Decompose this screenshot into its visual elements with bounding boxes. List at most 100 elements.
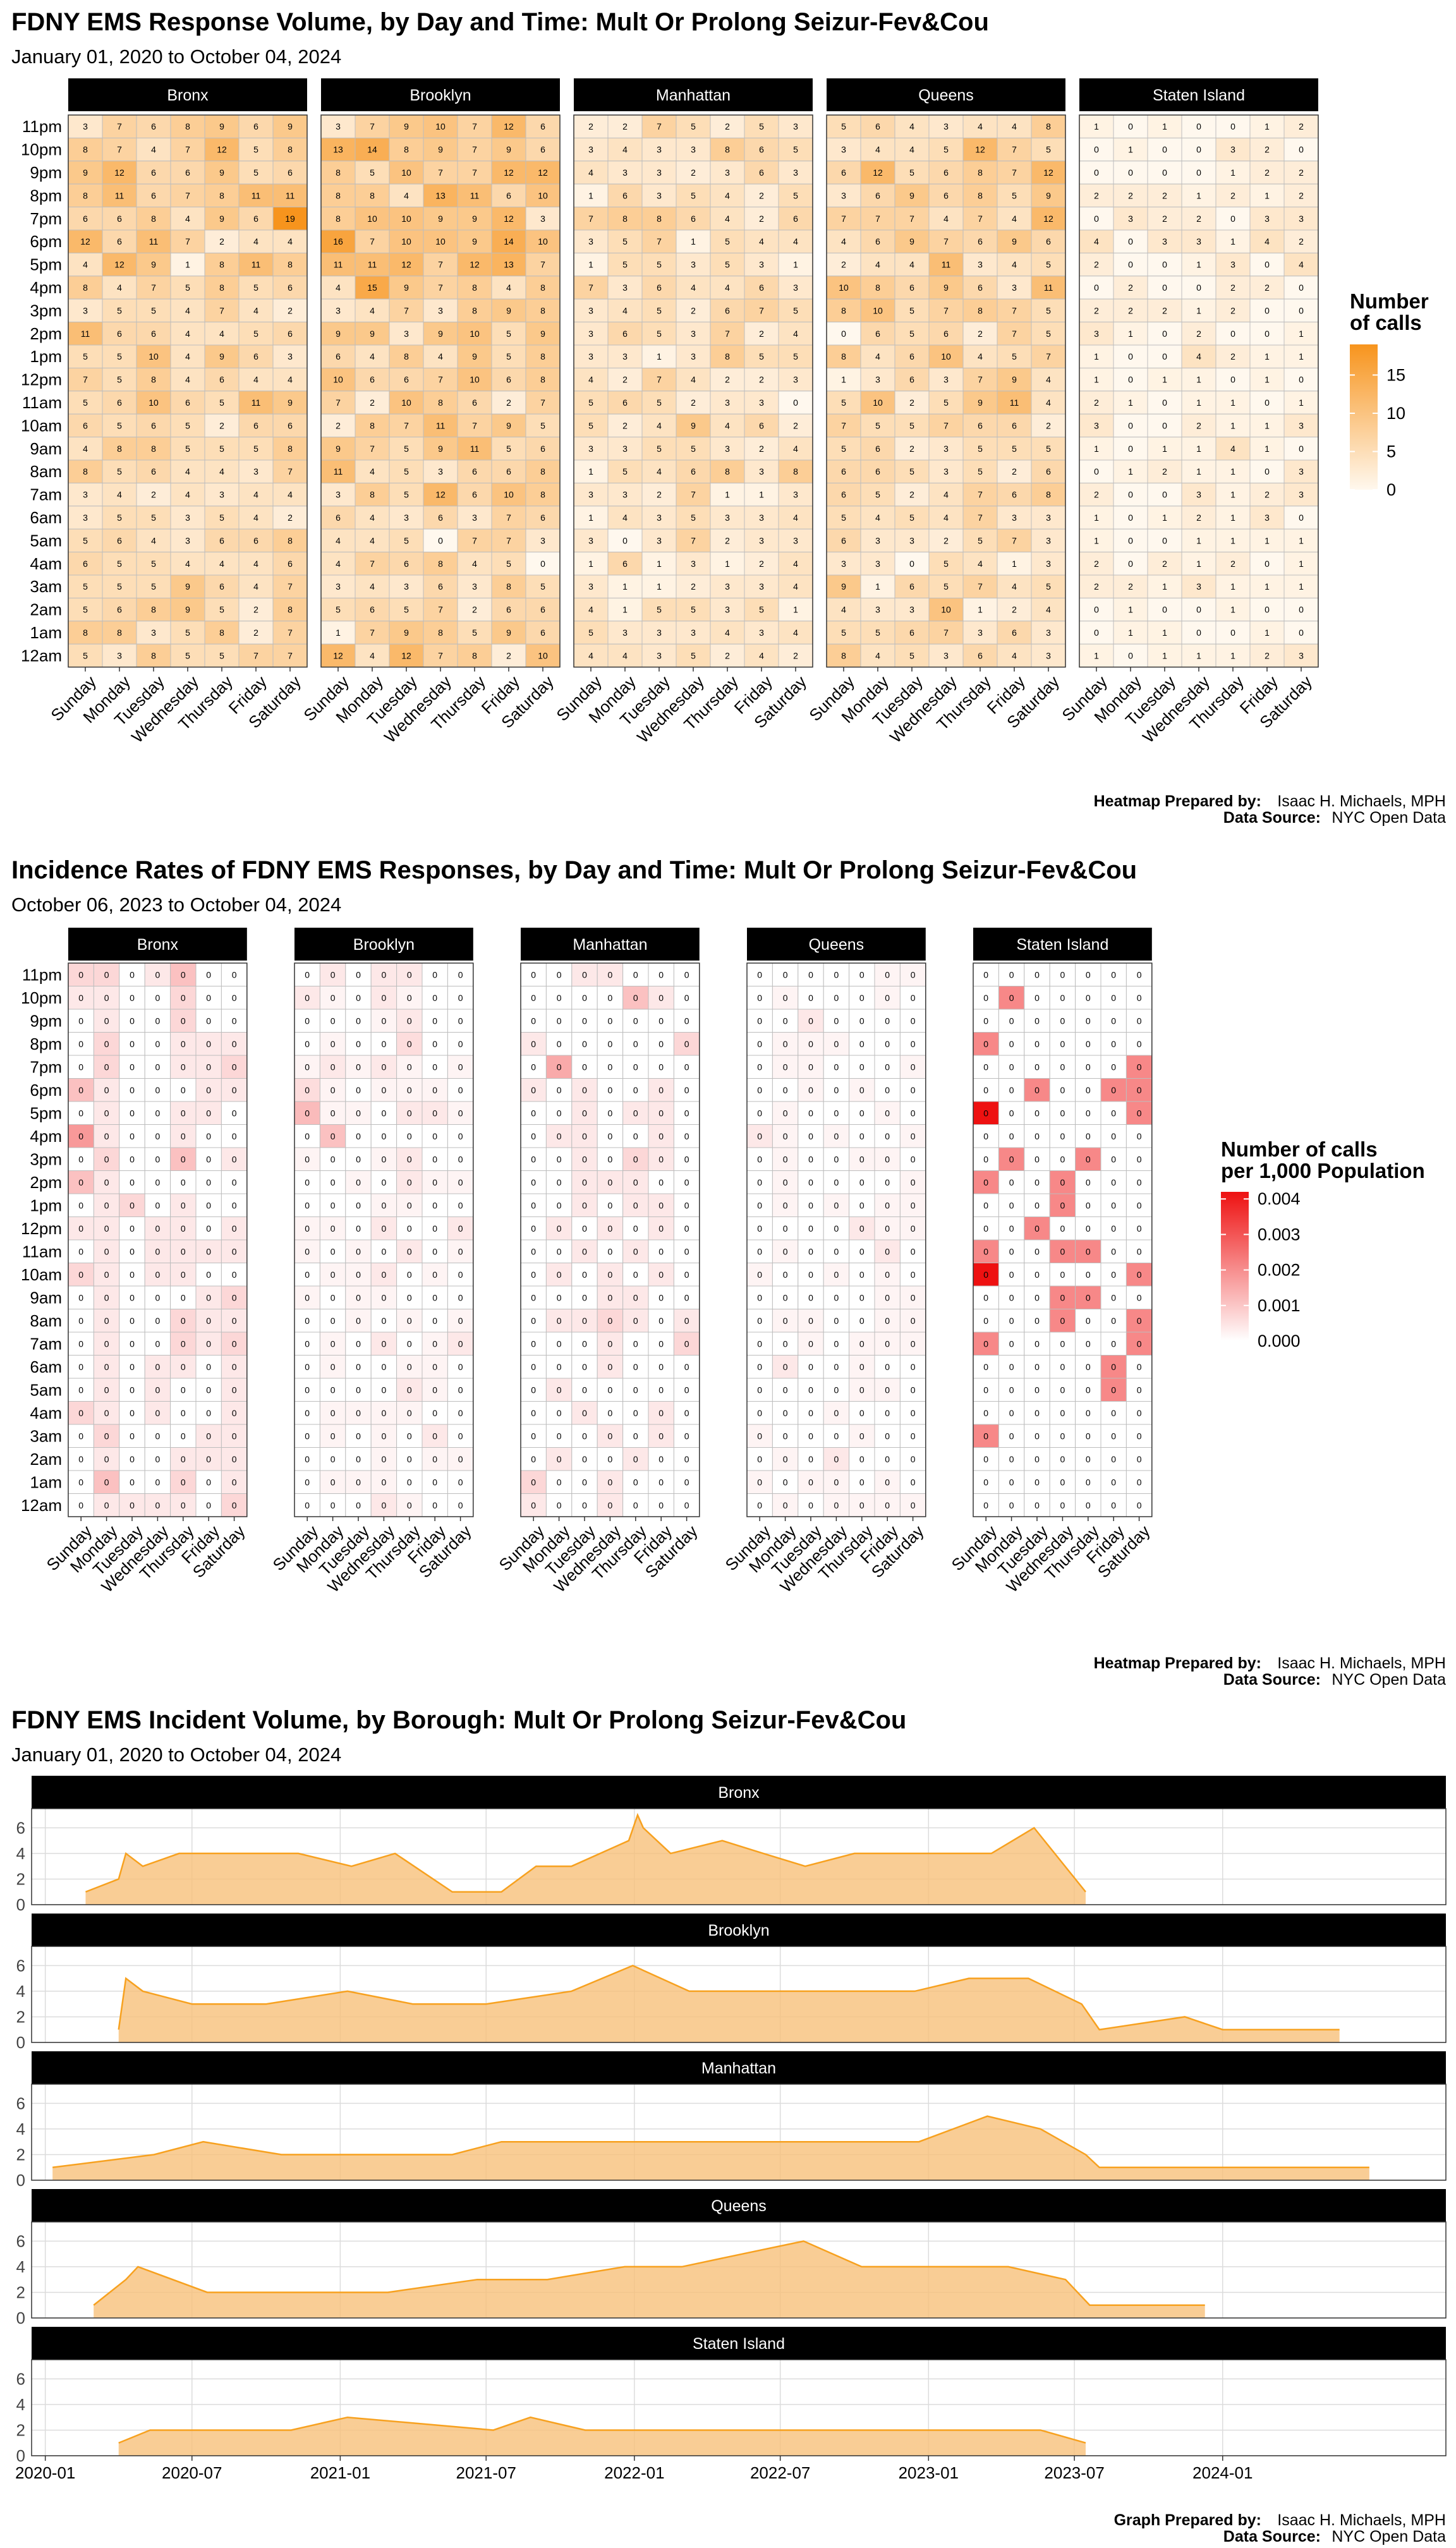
cell-value-label: 4 — [978, 121, 983, 131]
cell-value-label: 0 — [232, 1246, 237, 1256]
cell-value-label: 5 — [588, 420, 593, 430]
cell-value-label: 0 — [1060, 1154, 1065, 1164]
cell-value-label: 8 — [622, 214, 628, 224]
cell-value-label: 1 — [725, 490, 730, 500]
cell-value-label: 0 — [78, 1177, 83, 1187]
heatmap-cell — [573, 597, 609, 622]
cell-value-label: 0 — [1086, 1085, 1091, 1095]
cell-value-label: 6 — [253, 121, 258, 131]
cell-value-label: 1 — [1196, 650, 1201, 660]
heatmap-cell — [102, 252, 137, 277]
cell-value-label: 2 — [1162, 559, 1167, 569]
cell-value-label: 0 — [1034, 969, 1040, 980]
cell-value-label: 1 — [1230, 513, 1235, 523]
cell-value-label: 3 — [588, 535, 593, 545]
cell-value-label: 0 — [155, 1062, 161, 1072]
cell-value-label: 0 — [438, 535, 443, 545]
heatmap-cell — [607, 276, 643, 300]
x-tick-label: 2022-07 — [750, 2463, 810, 2482]
cell-value-label: 0 — [155, 1477, 161, 1487]
cell-value-label: 0 — [1060, 1431, 1065, 1441]
cell-value-label: 0 — [1034, 1454, 1040, 1464]
cell-value-label: 0 — [783, 1500, 788, 1510]
heatmap-cell — [710, 597, 745, 622]
panel-strip-label: Bronx — [718, 1784, 760, 1802]
cell-value-label: 0 — [458, 1108, 463, 1118]
cell-value-label: 8 — [219, 628, 224, 638]
cell-value-label: 0 — [911, 1039, 916, 1049]
cell-value-label: 8 — [657, 214, 662, 224]
cell-value-label: 0 — [911, 993, 916, 1003]
cell-value-label: 0 — [104, 1200, 109, 1210]
cell-value-label: 0 — [356, 993, 361, 1003]
cell-value-label: 0 — [1299, 605, 1304, 615]
y-tick-label: 4 — [16, 2120, 25, 2138]
cell-value-label: 0 — [911, 1246, 916, 1256]
cell-value-label: 0 — [78, 1085, 83, 1095]
cell-value-label: 0 — [885, 1431, 890, 1441]
heatmap-cell — [238, 528, 274, 553]
cell-value-label: 4 — [1299, 260, 1304, 270]
cell-value-label: 1 — [1162, 513, 1167, 523]
cell-value-label: 4 — [370, 351, 375, 361]
heatmap-cell — [423, 344, 458, 368]
cell-value-label: 5 — [506, 351, 511, 361]
cell-value-label: 0 — [155, 1270, 161, 1280]
cell-value-label: 0 — [531, 969, 536, 980]
cell-value-label: 0 — [155, 1500, 161, 1510]
cell-value-label: 0 — [582, 1431, 587, 1441]
heatmap-cell — [491, 367, 526, 392]
cell-value-label: 0 — [305, 1292, 310, 1302]
cell-value-label: 6 — [370, 605, 375, 615]
cell-value-label: 0 — [1086, 1316, 1091, 1326]
cell-value-label: 0 — [407, 1154, 412, 1164]
x-tick-label: 2024-01 — [1192, 2463, 1253, 2482]
cell-value-label: 9 — [1012, 375, 1017, 385]
cell-value-label: 5 — [909, 420, 914, 430]
cell-value-label: 0 — [911, 1223, 916, 1234]
heatmap-cell — [457, 621, 492, 645]
cell-value-label: 4 — [185, 329, 190, 339]
cell-value-label: 0 — [658, 1385, 664, 1395]
cell-value-label: 0 — [885, 1200, 890, 1210]
cell-value-label: 0 — [104, 1408, 109, 1418]
cell-value-label: 0 — [458, 969, 463, 980]
cell-value-label: 0 — [181, 1131, 186, 1141]
cell-value-label: 0 — [885, 1039, 890, 1049]
cell-value-label: 6 — [841, 535, 846, 545]
cell-value-label: 0 — [1009, 1362, 1014, 1372]
cell-value-label: 0 — [232, 1431, 237, 1441]
cell-value-label: 0 — [382, 1200, 387, 1210]
heatmap-cell — [491, 574, 526, 598]
heatmap-cell — [676, 597, 711, 622]
cell-value-label: 0 — [356, 1177, 361, 1187]
cell-value-label: 8 — [472, 650, 477, 660]
cell-value-label: 12 — [217, 145, 227, 155]
cell-value-label: 0 — [1128, 650, 1133, 660]
cell-value-label: 1 — [1094, 375, 1099, 385]
cell-value-label: 2 — [909, 444, 914, 454]
cell-value-label: 0 — [608, 1131, 613, 1141]
cell-value-label: 9 — [472, 351, 477, 361]
cell-value-label: 0 — [582, 1085, 587, 1095]
cell-value-label: 0 — [1128, 351, 1133, 361]
cell-value-label: 0 — [783, 1408, 788, 1418]
cell-value-label: 0 — [531, 1131, 536, 1141]
heatmap-cell — [607, 413, 643, 438]
cell-value-label: 7 — [657, 121, 662, 131]
cell-value-label: 5 — [404, 444, 409, 454]
cell-value-label: 3 — [1094, 329, 1099, 339]
heatmap-cell — [607, 597, 643, 622]
cell-value-label: 9 — [472, 236, 477, 246]
cell-value-label: 10 — [401, 214, 411, 224]
cell-value-label: 0 — [1034, 1362, 1040, 1372]
cell-value-label: 0 — [633, 1385, 638, 1395]
cell-value-label: 0 — [130, 1385, 135, 1395]
cell-value-label: 0 — [859, 1016, 864, 1026]
cell-value-label: 0 — [1137, 1108, 1142, 1118]
heatmap-cell — [457, 229, 492, 253]
cell-value-label: 0 — [1009, 1039, 1014, 1049]
cell-value-label: 0 — [684, 1177, 689, 1187]
cell-value-label: 4 — [370, 535, 375, 545]
cell-value-label: 0 — [206, 1223, 211, 1234]
